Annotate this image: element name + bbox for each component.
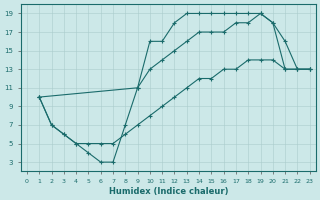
X-axis label: Humidex (Indice chaleur): Humidex (Indice chaleur): [108, 187, 228, 196]
